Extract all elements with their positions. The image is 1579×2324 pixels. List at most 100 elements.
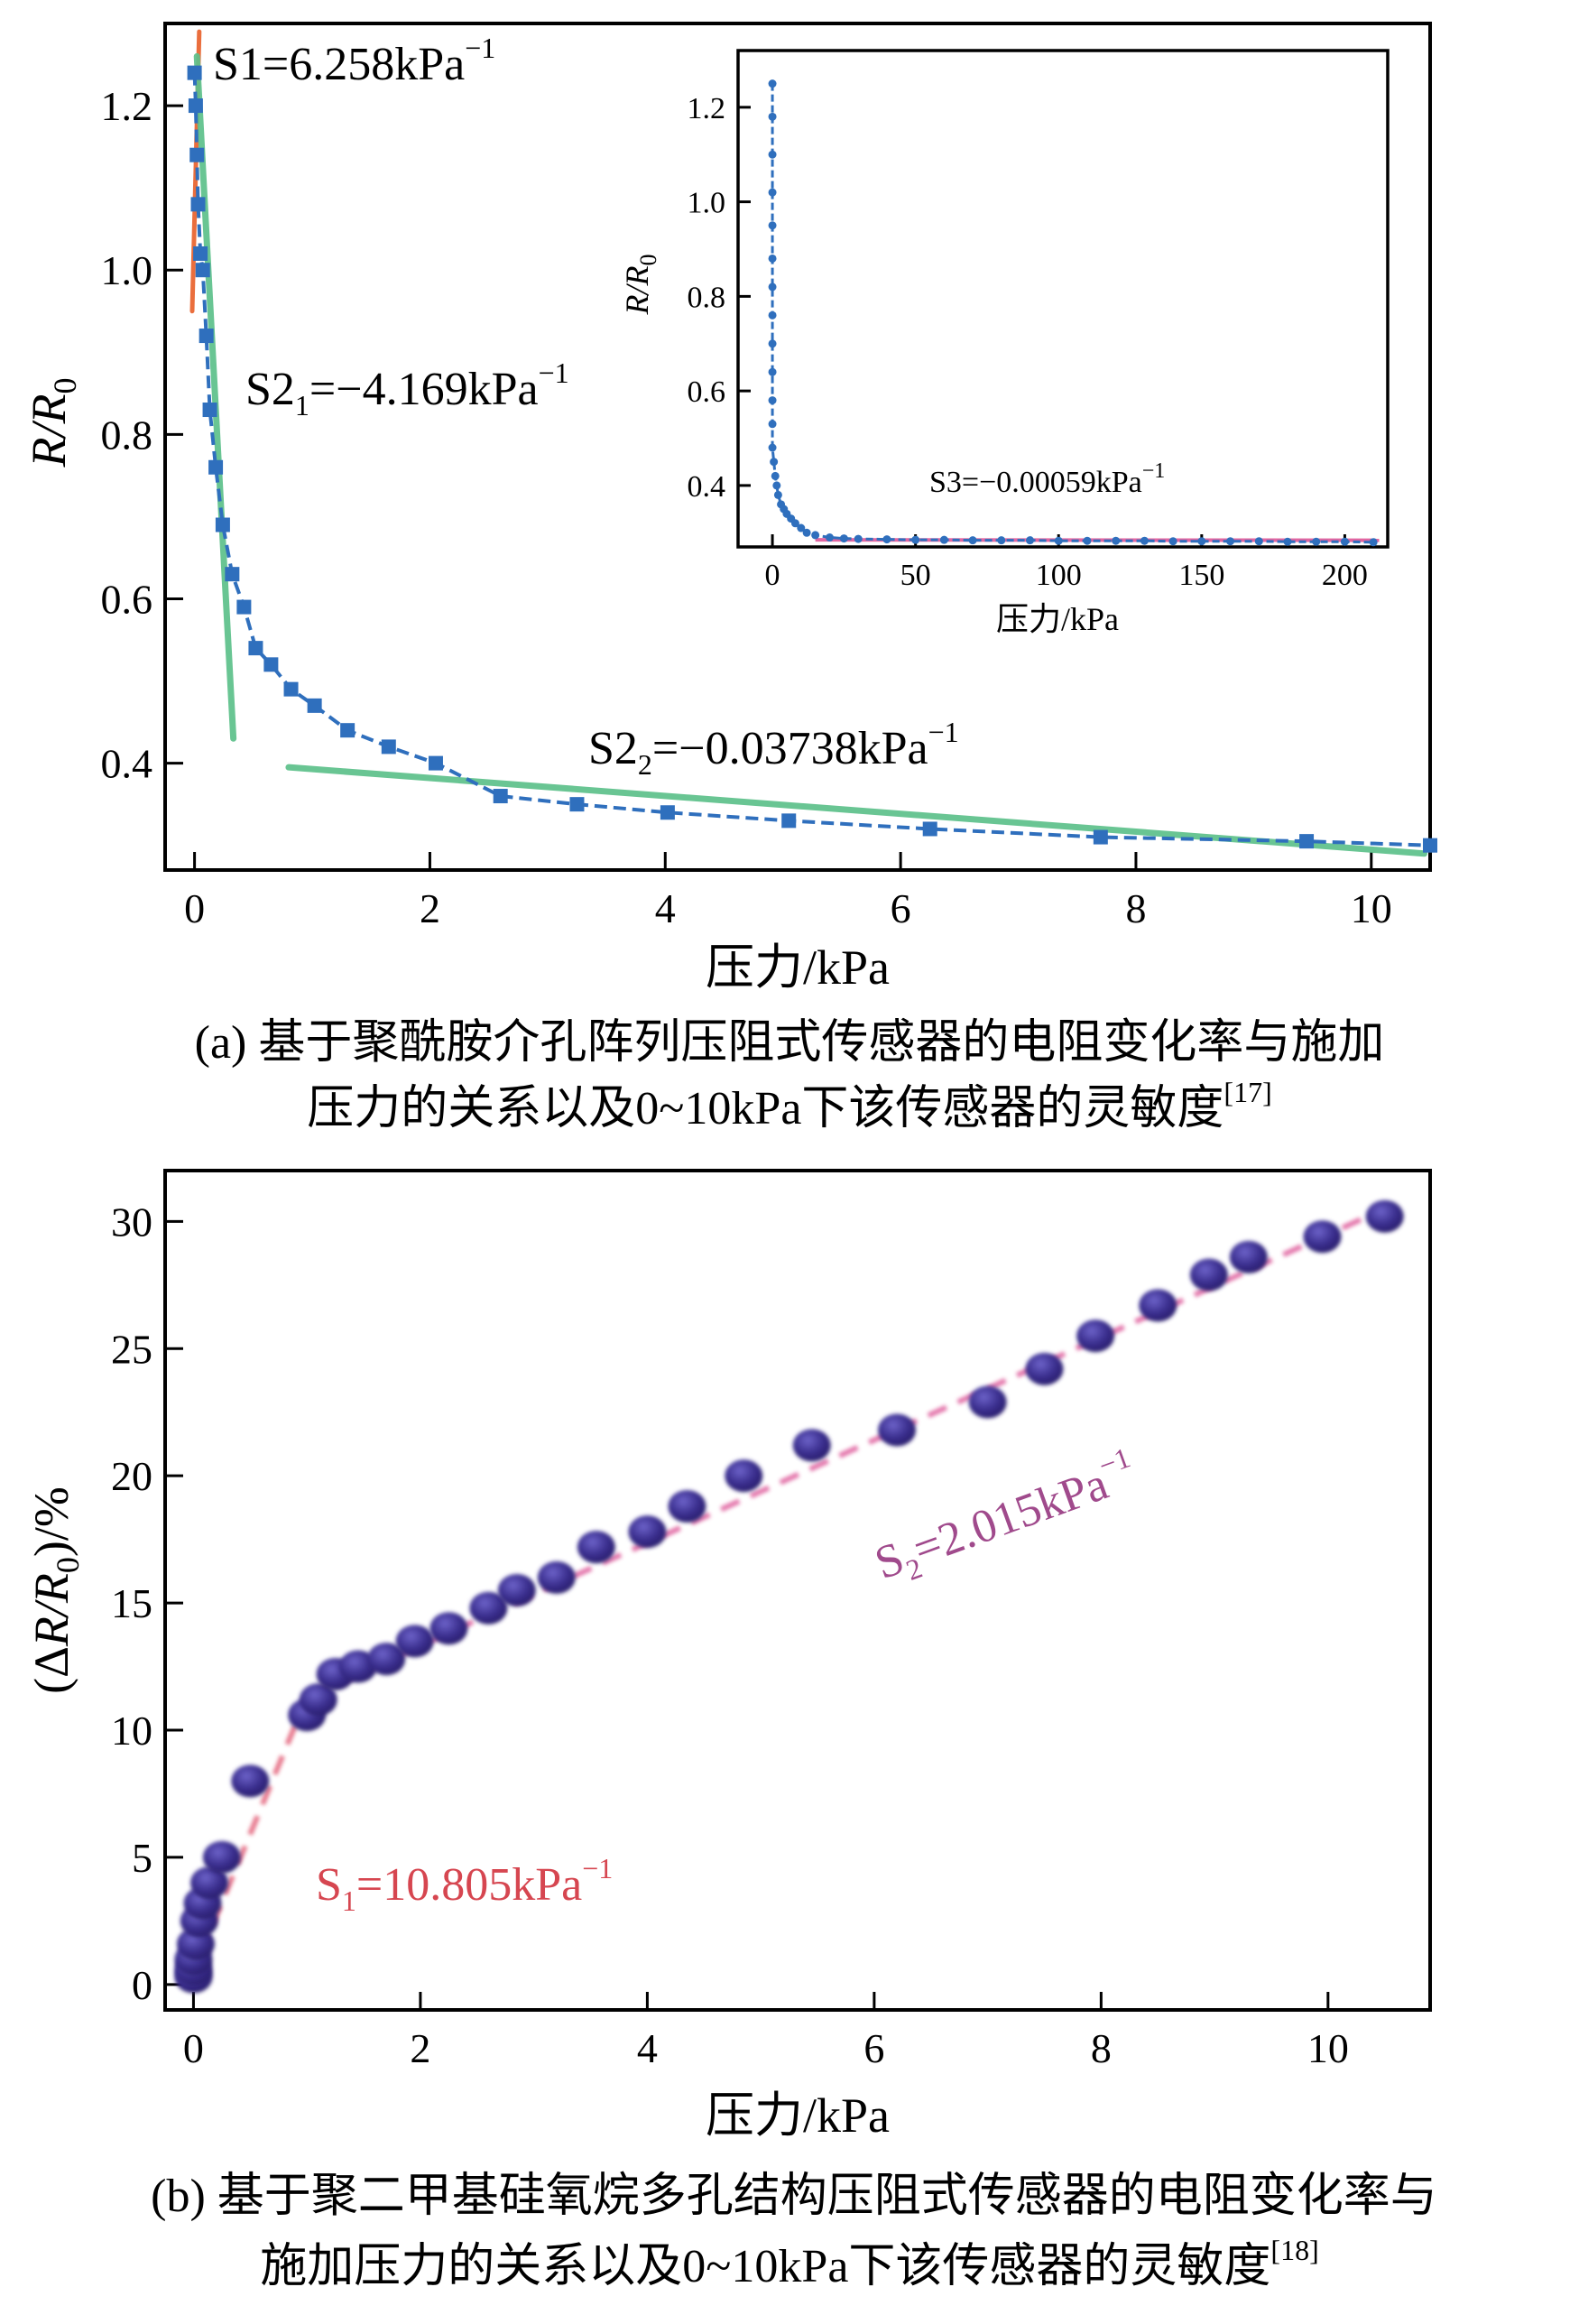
- inset-data-point: [1112, 536, 1121, 545]
- panel-a-data-point: [187, 65, 202, 80]
- panel-b-data-point: [792, 1429, 831, 1462]
- inset-data-point: [768, 112, 777, 121]
- panel-b-y-label-post: )/%: [24, 1486, 78, 1557]
- inset-y-tick-label: 0.4: [688, 470, 726, 504]
- panel-b-data-point: [190, 1866, 229, 1900]
- panel-b-y-label-sub: 0: [50, 1557, 86, 1573]
- panel-b-data-point: [299, 1683, 337, 1717]
- panel-a-data-point: [215, 517, 230, 532]
- panel-b-data-point: [429, 1612, 468, 1645]
- panel-b-data-point: [1365, 1199, 1404, 1233]
- panel-a-y-tick-label: 1.0: [101, 247, 153, 293]
- panel-b-data-point: [1139, 1289, 1177, 1322]
- panel-b-data-point: [628, 1515, 667, 1549]
- panel-a-data-point: [307, 698, 322, 713]
- panel-b-s1-label: S1=10.805kPa−1: [316, 1852, 613, 1917]
- inset-data-point: [825, 533, 834, 542]
- panel-a-s21-sup: −1: [539, 356, 569, 389]
- panel-a-data-point: [1093, 829, 1108, 845]
- inset-y-tick-label: 0.8: [688, 281, 726, 314]
- inset-data-point: [768, 310, 777, 319]
- panel-b-caption-line-1: (b) 基于聚二甲基硅氧烷多孔结构压阻式传感器的电阻变化率与: [151, 2171, 1437, 2222]
- panel-a-caption-ref: [17]: [1223, 1076, 1271, 1108]
- inset-data-point: [771, 471, 780, 480]
- panel-b-frame: [163, 1169, 1432, 2012]
- panel-b-x-tick-label: 4: [637, 2025, 658, 2071]
- panel-b-y-tick-label: 30: [111, 1199, 152, 1245]
- panel-b-y-tick-label: 0: [132, 1962, 152, 2008]
- panel-a-s22-label: S22=−0.03738kPa−1: [588, 716, 959, 781]
- panel-b-data-point: [1025, 1352, 1064, 1385]
- panel-a-data-point: [1423, 838, 1437, 853]
- panel-b-y-tick-label: 20: [111, 1453, 152, 1499]
- panel-a-x-tick-label: 0: [184, 885, 205, 931]
- inset-data-point: [770, 458, 779, 467]
- panel-b-data-point: [878, 1413, 917, 1447]
- inset-data-point: [882, 535, 891, 544]
- inset-data-point: [790, 519, 799, 528]
- panel-b-y-tick-label: 10: [111, 1708, 152, 1754]
- inset-y-tick-label: 1.2: [688, 92, 726, 125]
- panel-b-caption-line-2: 施加压力的关系以及0~10kPa下该传感器的灵敏度[18]: [260, 2234, 1318, 2292]
- panel-a-s22-sub: 2: [638, 748, 652, 781]
- inset-x-tick-label: 0: [765, 559, 780, 592]
- panel-a-data-point: [188, 98, 203, 114]
- panel-a-data-point: [189, 147, 205, 162]
- inset-x-tick-label: 100: [1036, 559, 1082, 592]
- inset-y-tick-label: 1.0: [688, 187, 726, 220]
- panel-b-data-point: [469, 1591, 508, 1625]
- inset-s3-sup: −1: [1142, 459, 1166, 483]
- panel-a-y-tick-label: 0.8: [101, 412, 153, 458]
- panel-a: 0.40.60.81.01.2 0 2 4 6 8 10 R/R0 压力/kPa S1=6…: [22, 22, 1437, 1134]
- panel-b-y-label-pre: (Δ: [24, 1646, 78, 1694]
- inset-data-point: [768, 150, 777, 159]
- panel-a-x-tick-label: 8: [1125, 885, 1146, 931]
- panel-a-frame: [163, 22, 1432, 872]
- panel-b-s1-sub: 1: [342, 1884, 356, 1917]
- inset-data-point: [1026, 536, 1035, 545]
- panel-a-series-line: [192, 72, 1431, 847]
- inset-data-point: [1283, 537, 1292, 546]
- inset-data-point: [1197, 537, 1206, 546]
- inset-y-label: R/R0: [619, 255, 661, 316]
- inset-data-point: [1340, 537, 1349, 546]
- panel-a-data-point: [381, 739, 396, 755]
- panel-a-data-point: [199, 329, 214, 344]
- panel-a-data-point: [195, 263, 210, 278]
- inset-data-point: [768, 420, 777, 429]
- panel-a-caption-line-2-text: 压力的关系以及0~10kPa下该传感器的灵敏度: [307, 1083, 1223, 1134]
- panel-a-data-point: [225, 567, 240, 582]
- panel-a-s1-sup: −1: [465, 32, 495, 64]
- inset-data-point: [768, 367, 777, 376]
- panel-a-data-point: [202, 403, 217, 418]
- inset-data-point: [1226, 537, 1235, 546]
- inset-data-point: [768, 79, 777, 88]
- inset-x-tick-label: 200: [1322, 559, 1368, 592]
- panel-b-x-ticks: 0 2 4 6 8 10: [183, 1992, 1349, 2071]
- inset-data-point: [839, 534, 848, 543]
- panel-b-x-tick-label: 2: [410, 2025, 430, 2071]
- inset-data-point: [768, 188, 777, 197]
- panel-a-data-point: [283, 681, 299, 697]
- panel-a-y-ticks: 0.4 0.6 0.8 1.0 1.2: [101, 83, 183, 787]
- panel-b-s1-main: S: [316, 1859, 342, 1911]
- panel-a-s21-rest: =−4.169kPa: [309, 364, 539, 415]
- panel-a-data-point: [208, 459, 224, 475]
- panel-a-data-point: [922, 821, 937, 837]
- panel-a-s22-main: S2: [588, 723, 638, 774]
- inset-x-tick-label: 50: [900, 559, 931, 592]
- inset-data-point: [854, 534, 863, 543]
- panel-a-s1-label: S1=6.258kPa−1: [213, 32, 495, 90]
- inset-data-point: [1312, 537, 1321, 546]
- panel-a-s21-label: S21=−4.169kPa−1: [245, 356, 569, 421]
- panel-b-data-point: [1189, 1258, 1228, 1292]
- panel-a-data-point: [248, 641, 263, 656]
- panel-b-data-point: [1076, 1319, 1115, 1353]
- inset-y-ticks: 0.4 0.6 0.8 1.0 1.2: [688, 92, 751, 504]
- panel-a-s21-main: S2: [245, 364, 295, 415]
- inset-y-label-sub: 0: [635, 255, 661, 266]
- panel-a-y-tick-label: 0.4: [101, 741, 153, 787]
- panel-b-data-point: [668, 1490, 706, 1523]
- panel-a-s22-sup: −1: [928, 716, 959, 748]
